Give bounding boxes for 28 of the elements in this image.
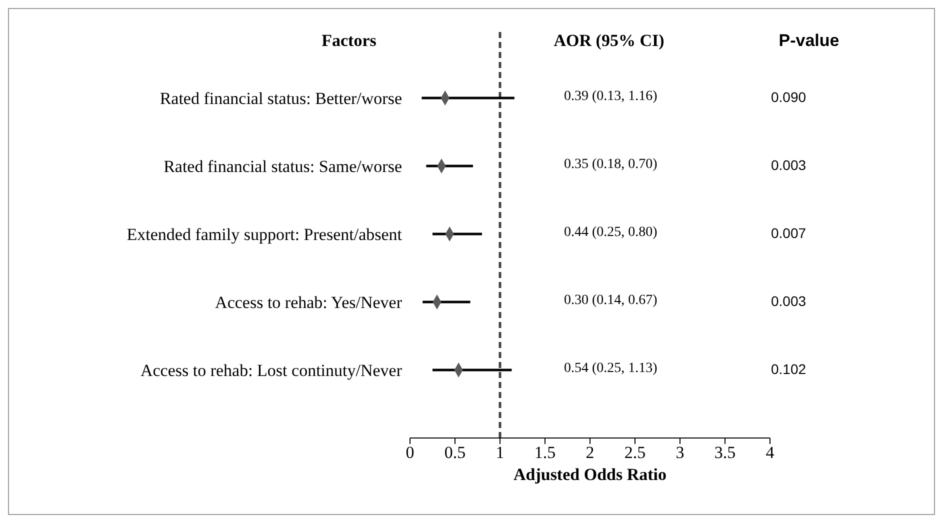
x-tick-label: 3.5 <box>714 443 736 462</box>
text: P-value <box>778 31 840 51</box>
x-tick-label: 0 <box>406 443 414 462</box>
y-tick-label: Extended family support: Present/absent <box>126 225 402 244</box>
annotation: 0.35 (0.18, 0.70) <box>564 157 658 173</box>
x-tick-label: 1 <box>496 443 504 462</box>
x-axis-title: Adjusted Odds Ratio <box>513 465 667 484</box>
x-tick-label: 3 <box>676 443 684 462</box>
x-tick-label: 1.5 <box>534 443 556 462</box>
x-tick-label: 0.5 <box>444 443 466 462</box>
x-tick-label: 4 <box>766 443 775 462</box>
text: 0.007 <box>771 225 806 241</box>
x-tick-label: 2 <box>586 443 594 462</box>
y-tick-label: Rated financial status: Better/worse <box>160 89 402 108</box>
annotation: 0.44 (0.25, 0.80) <box>564 225 658 241</box>
text: 0.090 <box>771 89 806 105</box>
y-tick-label: Access to rehab: Lost continuty/Never <box>140 361 402 380</box>
annotation: 0.54 (0.25, 1.13) <box>564 361 658 377</box>
annotation: 0.39 (0.13, 1.16) <box>564 89 658 105</box>
text: 0.003 <box>771 157 806 173</box>
y-tick-label: Access to rehab: Yes/Never <box>215 293 402 312</box>
text: 0.003 <box>771 293 806 309</box>
annotation: 0.30 (0.14, 0.67) <box>564 293 658 309</box>
annotation: AOR (95% CI) <box>554 31 664 51</box>
text: Factors <box>322 31 376 51</box>
x-tick-label: 2.5 <box>624 443 646 462</box>
text: 0.102 <box>771 361 806 377</box>
y-tick-label: Rated financial status: Same/worse <box>164 157 402 176</box>
